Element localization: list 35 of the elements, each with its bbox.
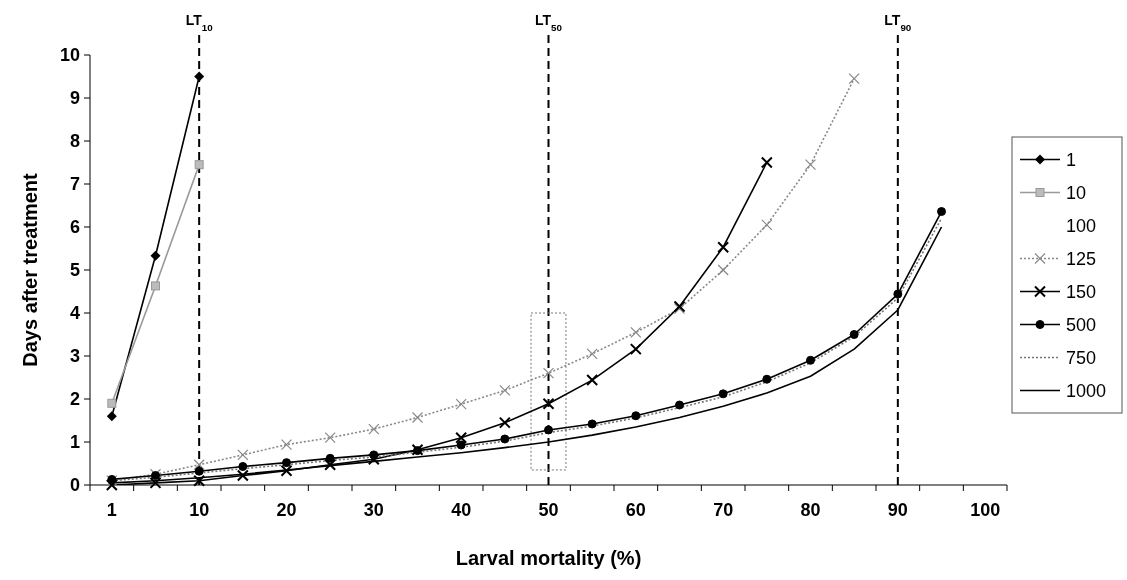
y-tick-label: 9 <box>69 88 80 109</box>
y-tick-label: 3 <box>69 346 80 367</box>
legend-label: 150 <box>1066 281 1097 302</box>
x-tick-label: 90 <box>887 500 908 520</box>
y-tick-label: 5 <box>69 260 80 281</box>
y-tick-label: 10 <box>59 45 80 66</box>
y-tick-label: 7 <box>69 174 80 195</box>
ref-line-label: LT$_{90}$ <box>884 12 912 33</box>
x-tick-label: 50 <box>538 500 559 520</box>
legend-label: 1 <box>1066 149 1077 170</box>
x-tick-label: 10 <box>189 500 210 520</box>
y-tick-label: 1 <box>69 432 80 453</box>
ref-line-label: LT$_{10}$ <box>185 12 214 33</box>
legend-label: 10 <box>1066 182 1087 203</box>
y-tick-label: 6 <box>69 217 80 238</box>
x-tick-label: 100 <box>970 500 1001 520</box>
legend-label: 750 <box>1066 347 1097 368</box>
ref-line-label: LT$_{50}$ <box>535 12 563 33</box>
x-tick-label: 40 <box>451 500 472 520</box>
x-tick-label: 80 <box>800 500 821 520</box>
y-axis-title: Days after treatment <box>19 172 41 367</box>
x-axis-title: Larval mortality (%) <box>455 547 642 569</box>
y-tick-label: 4 <box>69 303 80 324</box>
y-tick-label: 8 <box>69 131 80 152</box>
legend-label: 1000 <box>1066 380 1107 401</box>
x-tick-label: 70 <box>713 500 734 520</box>
y-tick-label: 2 <box>69 389 80 410</box>
x-tick-label: 1 <box>106 500 117 520</box>
x-tick-label: 60 <box>625 500 646 520</box>
legend-label: 500 <box>1066 314 1097 335</box>
legend-label: 125 <box>1066 248 1097 269</box>
y-tick-label: 0 <box>69 475 80 496</box>
x-tick-label: 30 <box>363 500 384 520</box>
text: 100 <box>1066 215 1097 236</box>
x-tick-label: 20 <box>276 500 297 520</box>
